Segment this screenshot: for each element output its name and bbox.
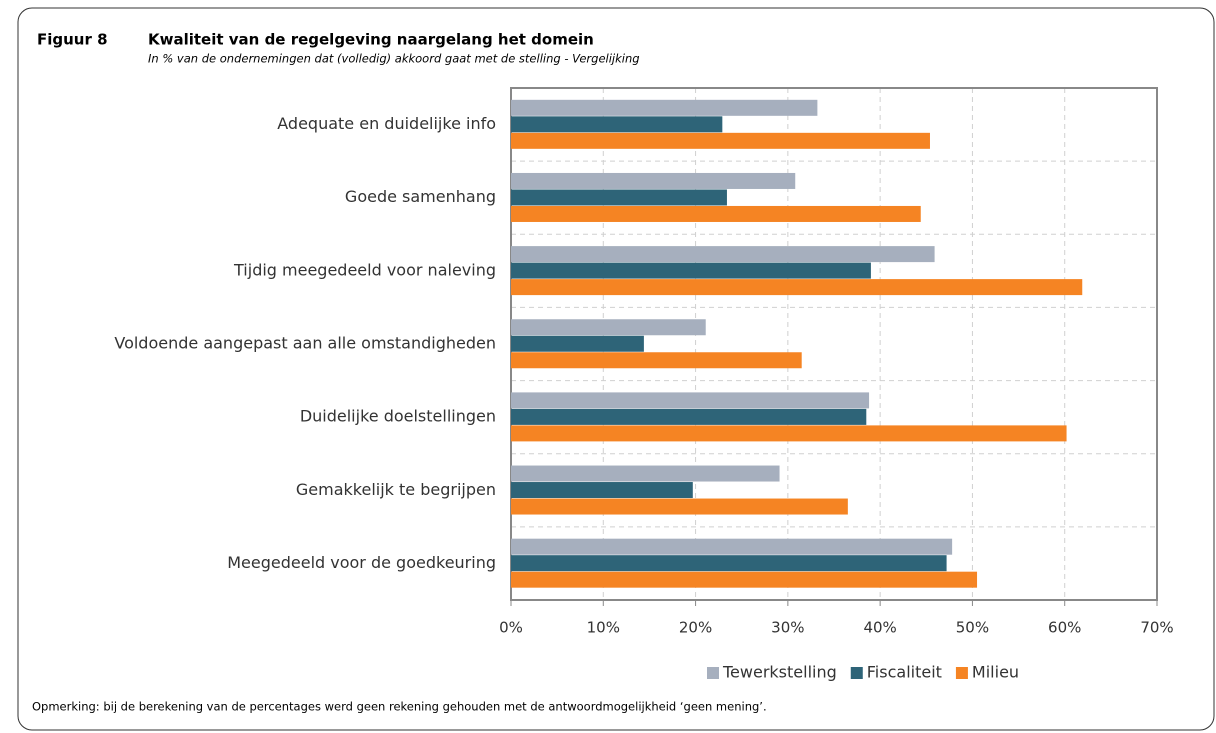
bar [511, 392, 870, 409]
x-tick-label: 20% [679, 619, 712, 637]
bar [511, 279, 1083, 296]
bar [511, 482, 693, 499]
bar [511, 172, 796, 189]
x-tick-label: 70% [1140, 619, 1173, 637]
bar [511, 205, 921, 222]
y-tick-label: Tijdig meegedeeld voor naleving [233, 260, 496, 279]
x-tick-label: 30% [771, 619, 804, 637]
bar [511, 408, 867, 425]
bar [511, 465, 780, 482]
bar [511, 116, 723, 133]
note: Opmerking: bij de berekening van de perc… [32, 700, 767, 714]
legend-label: Tewerkstelling [722, 663, 837, 682]
bar [511, 132, 930, 149]
legend-label: Fiscaliteit [867, 663, 942, 682]
y-tick-label: Adequate en duidelijke info [277, 114, 496, 133]
bar [511, 262, 871, 279]
bar [511, 555, 947, 572]
bar [511, 335, 644, 352]
y-tick-label: Gemakkelijk te begrijpen [296, 480, 496, 499]
bar [511, 246, 935, 263]
y-tick-label: Goede samenhang [345, 187, 496, 206]
bar [511, 352, 802, 369]
bar [511, 189, 727, 206]
bar [511, 425, 1067, 442]
frame [17, 7, 1215, 731]
legend-label: Milieu [972, 663, 1019, 682]
x-tick-label: 50% [956, 619, 989, 637]
bar [511, 538, 953, 555]
figure-label: Figuur 8 [37, 31, 108, 49]
legend-swatch [850, 667, 863, 679]
y-tick-label: Meegedeeld voor de goedkeuring [227, 553, 496, 572]
x-tick-label: 10% [587, 619, 620, 637]
bar [511, 99, 818, 116]
chart-subtitle: In % van de ondernemingen dat (volledig)… [148, 52, 640, 66]
bar [511, 319, 706, 336]
x-tick-label: 0% [499, 619, 523, 637]
chart-title: Kwaliteit van de regelgeving naargelang … [148, 31, 594, 49]
bar [511, 498, 848, 515]
y-tick-label: Voldoende aangepast aan alle omstandighe… [114, 334, 496, 353]
x-tick-label: 40% [863, 619, 896, 637]
legend-swatch [707, 667, 719, 679]
legend-swatch [955, 667, 968, 679]
bar [511, 571, 978, 588]
x-tick-label: 60% [1048, 619, 1081, 637]
y-tick-label: Duidelijke doelstellingen [300, 407, 496, 426]
